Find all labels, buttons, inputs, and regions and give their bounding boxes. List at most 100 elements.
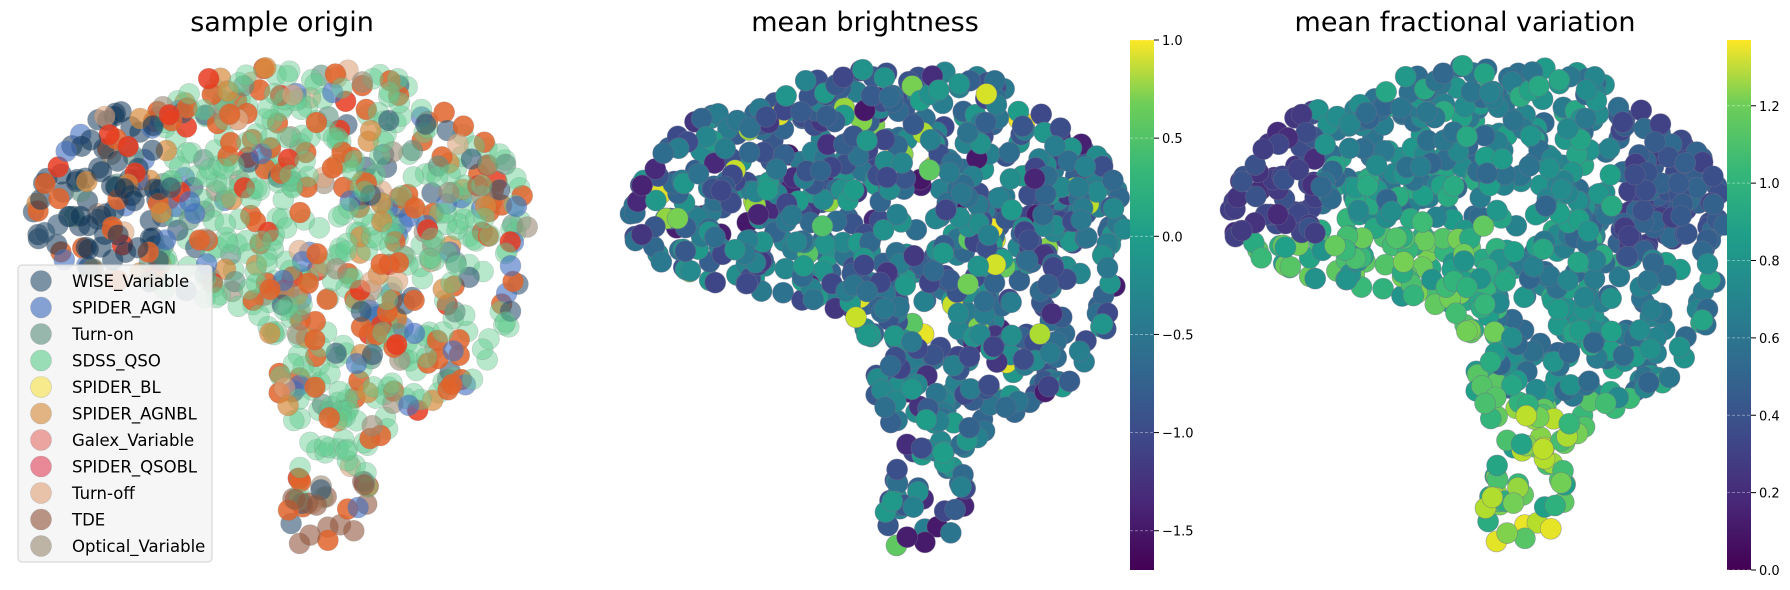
scatter-point	[1445, 302, 1467, 325]
scatter-point	[1250, 246, 1273, 269]
legend-label: Turn-off	[71, 484, 135, 503]
scatter-point	[1696, 252, 1719, 275]
scatter-point	[289, 133, 312, 155]
scatter-point	[403, 197, 426, 219]
scatter-point	[714, 137, 736, 160]
scatter-point	[1600, 287, 1622, 310]
scatter-point	[1473, 293, 1496, 316]
scatter-point	[141, 139, 164, 162]
legend-label: SPIDER_BL	[72, 378, 161, 398]
scatter-point	[34, 172, 56, 195]
scatter-point	[432, 278, 455, 300]
scatter-point	[192, 148, 215, 171]
scatter-point	[1668, 336, 1691, 359]
scatter-point	[516, 216, 539, 238]
scatter-point	[377, 376, 400, 398]
scatter-point	[411, 267, 434, 290]
scatter-point	[1230, 219, 1253, 242]
scatter-point	[856, 280, 878, 303]
scatter-point	[958, 345, 981, 368]
scatter-point	[212, 173, 235, 196]
scatter-point	[196, 165, 218, 188]
scatter-point	[188, 229, 211, 251]
scatter-point	[780, 204, 803, 227]
scatter-point	[460, 148, 483, 170]
scatter-point	[356, 381, 379, 404]
scatter-point	[1044, 135, 1066, 157]
scatter-point	[845, 306, 867, 329]
scatter-point	[876, 166, 898, 189]
scatter-point	[314, 441, 337, 464]
scatter-point	[932, 442, 954, 464]
scatter-point	[1456, 125, 1478, 148]
scatter-point	[345, 352, 368, 375]
legend-label: SPIDER_AGN	[72, 299, 176, 319]
scatter-point	[178, 83, 200, 105]
scatter-point	[1641, 298, 1663, 321]
scatter-point	[881, 490, 904, 513]
scatter-point	[1502, 109, 1525, 132]
scatter-points	[619, 58, 1136, 557]
scatter-point	[278, 60, 301, 82]
scatter-point	[1451, 54, 1474, 77]
scatter-point	[377, 85, 400, 108]
scatter-point	[359, 184, 382, 206]
scatter-point	[1644, 131, 1666, 153]
scatter-point	[386, 270, 409, 292]
scatter-point	[277, 394, 299, 417]
legend-label: WISE_Variable	[72, 272, 189, 292]
scatter-point	[1702, 193, 1725, 216]
scatter-point	[336, 389, 358, 411]
scatter-point	[1029, 323, 1051, 345]
scatter-point	[913, 290, 935, 313]
scatter-point	[473, 207, 496, 229]
scatter-point	[957, 273, 979, 296]
scatter-point	[1637, 371, 1660, 394]
scatter-point	[299, 431, 321, 454]
legend-frame	[17, 264, 213, 563]
scatter-point	[977, 224, 1000, 247]
scatter-point	[276, 126, 299, 149]
legend-marker	[30, 270, 52, 292]
scatter-point	[785, 231, 808, 253]
scatter-point	[902, 113, 925, 136]
scatter-point	[1486, 454, 1508, 477]
scatter-point	[772, 281, 794, 304]
scatter-point	[1023, 167, 1046, 190]
scatter-point	[445, 254, 468, 277]
scatter-point	[336, 438, 359, 461]
colorbar-tick-label: 0.5	[1162, 132, 1183, 147]
scatter-point	[974, 111, 997, 134]
scatter-point	[1058, 370, 1081, 393]
scatter-point	[297, 165, 320, 188]
scatter-point	[1670, 205, 1693, 227]
scatter-point	[1338, 137, 1361, 160]
scatter-point	[494, 311, 517, 333]
scatter-point	[878, 86, 901, 108]
scatter-point	[1544, 494, 1566, 517]
legend-marker	[30, 535, 52, 557]
scatter-point	[428, 202, 451, 224]
scatter-point	[505, 195, 528, 218]
scatter-point	[219, 131, 242, 154]
scatter-point	[228, 208, 251, 230]
scatter-point	[380, 222, 403, 244]
scatter-point	[458, 266, 480, 289]
scatter-point	[183, 202, 206, 225]
legend-marker	[30, 349, 52, 372]
scatter-point	[1535, 195, 1557, 217]
legend-items: WISE_Variable SPIDER_AGN Turn-on SDSS_QSO SP…	[30, 270, 205, 557]
scatter-point	[1574, 107, 1597, 130]
scatter-point	[1402, 284, 1425, 307]
scatter-point	[419, 247, 442, 270]
scatter-point	[1030, 103, 1053, 126]
scatter-point	[1637, 269, 1659, 292]
scatter-point	[117, 135, 139, 158]
scatter-point	[982, 335, 1005, 358]
scatter-point	[300, 68, 323, 91]
scatter-point	[369, 145, 391, 168]
scatter-point	[461, 368, 484, 391]
scatter-point	[1415, 101, 1438, 124]
scatter-point	[1356, 174, 1379, 197]
scatter-point	[879, 354, 902, 377]
